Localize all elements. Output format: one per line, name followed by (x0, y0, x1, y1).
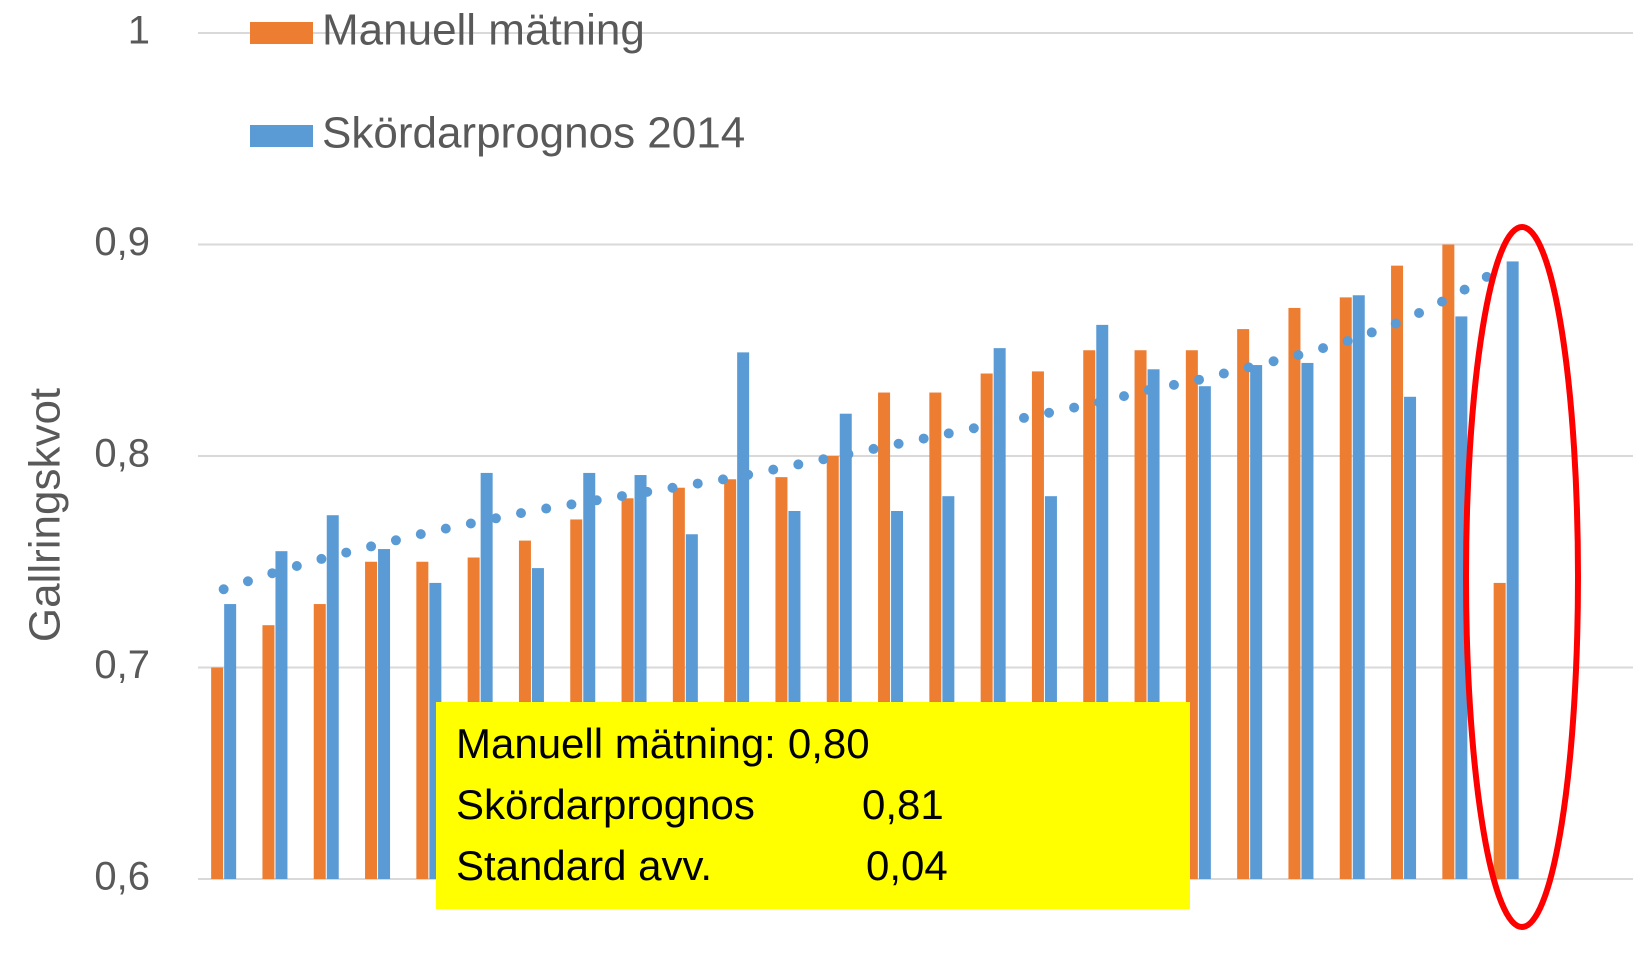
bar (1339, 297, 1352, 879)
bar (262, 625, 275, 879)
legend-label: Manuell mätning (322, 6, 645, 55)
bar (1404, 396, 1417, 879)
annotation-box (436, 702, 1190, 909)
bar (365, 561, 378, 879)
annotation-value: 0,80 (788, 720, 870, 767)
bar (1455, 316, 1468, 879)
y-tick-label: 0,7 (94, 643, 150, 687)
highlight-ellipse (1463, 224, 1581, 930)
bar (1391, 265, 1404, 879)
bar (1506, 261, 1519, 879)
bar (313, 604, 326, 879)
bar (1493, 582, 1506, 879)
bar (1288, 307, 1301, 879)
annotation-value: 0,04 (866, 842, 948, 889)
annotation-label: Manuell mätning: (456, 720, 776, 767)
bar (1250, 365, 1263, 879)
y-tick-label: 0,9 (94, 220, 150, 264)
bar (1442, 244, 1455, 879)
bar (326, 515, 339, 879)
bar (378, 549, 391, 879)
bar (1352, 295, 1365, 879)
bar (224, 604, 237, 879)
bar (1301, 362, 1314, 879)
annotation-value: 0,81 (862, 781, 944, 828)
bar (211, 667, 224, 879)
bar (275, 551, 288, 879)
annotation-label: Standard avv. (456, 842, 712, 889)
bar (1237, 329, 1250, 880)
y-tick-label: 1 (128, 9, 150, 53)
legend-swatch (250, 22, 313, 44)
bar (1198, 386, 1211, 879)
y-tick-label: 0,8 (94, 432, 150, 476)
legend-label: Skördarprognos 2014 (322, 109, 745, 158)
bar (416, 561, 429, 879)
annotation-label: Skördarprognos (456, 781, 755, 828)
y-axis-label: Gallringskvot (21, 388, 70, 642)
y-tick-label: 0,6 (94, 855, 150, 899)
legend-swatch (250, 125, 313, 147)
